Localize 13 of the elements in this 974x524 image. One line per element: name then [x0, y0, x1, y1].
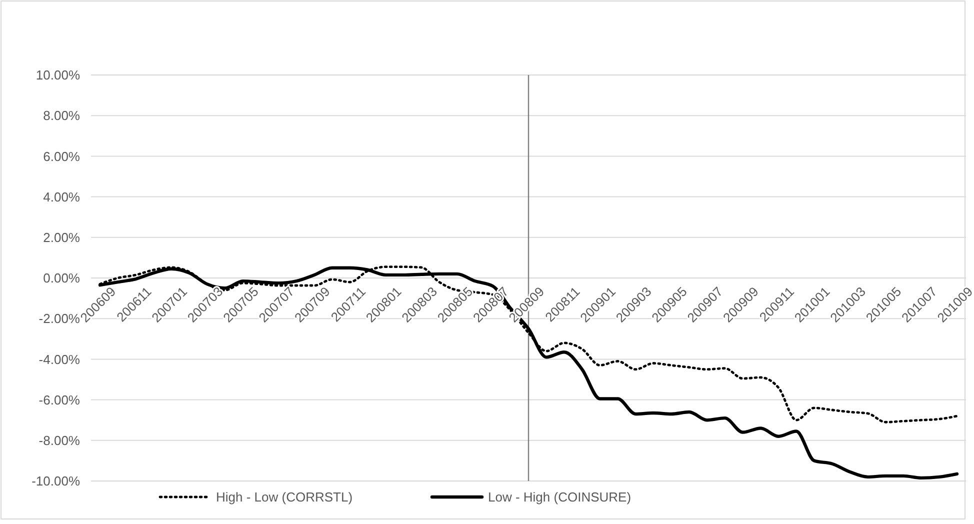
y-tick-label: -10.00%	[32, 474, 80, 489]
y-tick-label: 4.00%	[43, 189, 80, 204]
y-tick-label: 0.00%	[43, 270, 80, 286]
legend-label: High - Low (CORRSTL)	[216, 490, 353, 505]
y-tick-label: 6.00%	[43, 148, 80, 164]
legend-label: Low - High (COINSURE)	[488, 490, 632, 505]
y-tick-label: -8.00%	[38, 432, 80, 448]
y-tick-label: 2.00%	[43, 230, 80, 245]
y-tick-label: -6.00%	[38, 392, 80, 408]
y-tick-label: -4.00%	[38, 352, 80, 367]
y-tick-label: -2.00%	[38, 311, 80, 326]
y-tick-label: 10.00%	[36, 68, 80, 83]
y-tick-label: 8.00%	[43, 108, 80, 124]
